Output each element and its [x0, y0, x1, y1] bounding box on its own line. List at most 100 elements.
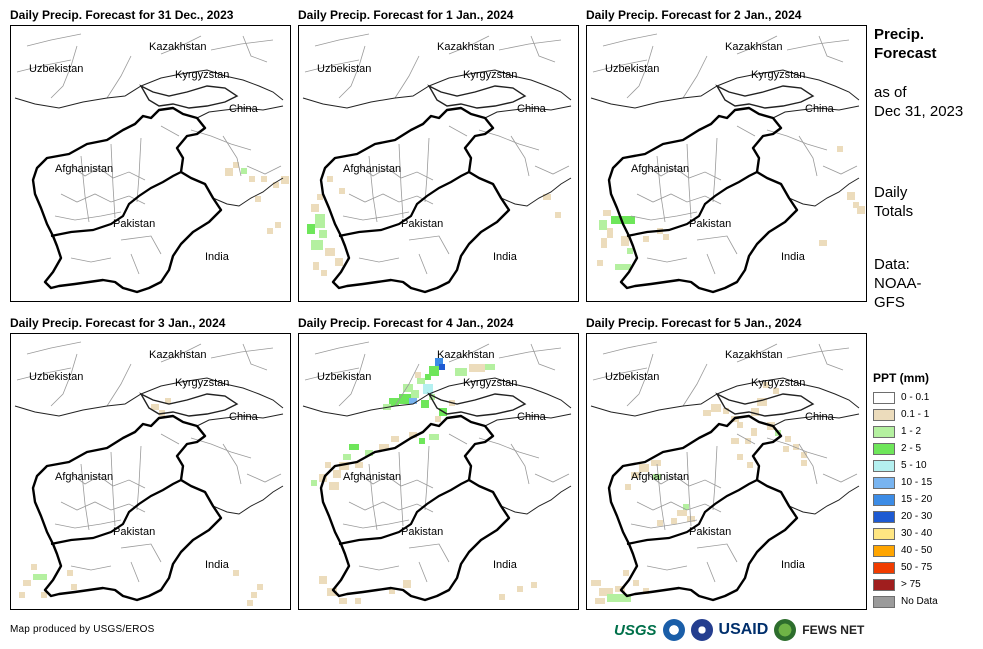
legend-item: No Data [873, 593, 977, 610]
precip-cell [615, 264, 631, 270]
precip-cell [663, 234, 669, 240]
precip-cell [327, 588, 337, 596]
precip-cell [251, 592, 257, 598]
admin-boundary [736, 433, 756, 445]
admin-boundary [818, 35, 844, 63]
afg-pak-border [50, 171, 182, 238]
admin-boundary [818, 343, 844, 371]
precip-cell [41, 592, 47, 598]
admin-boundary [424, 445, 430, 511]
admin-boundary [686, 451, 692, 527]
admin-boundary [190, 437, 252, 459]
legend-label: 50 - 75 [901, 562, 933, 573]
legend-title: PPT (mm) [873, 371, 930, 385]
map-credit: Map produced by USGS/EROS [10, 624, 155, 635]
fews-net-logo: FEWS NET [802, 623, 865, 637]
precip-cell [621, 236, 629, 246]
admin-boundary [534, 165, 570, 175]
precip-cell [307, 224, 315, 234]
admin-boundary [246, 165, 282, 175]
precip-cell [671, 518, 677, 524]
precip-cell [349, 444, 359, 450]
precip-cell [311, 240, 323, 250]
legend-item: 0.1 - 1 [873, 406, 977, 423]
admin-boundary [342, 211, 410, 221]
precip-cell [321, 270, 327, 276]
admin-boundary [630, 211, 698, 221]
precip-cell [623, 570, 629, 576]
precip-cell [33, 574, 47, 580]
precip-cell [429, 394, 435, 400]
admin-boundary [26, 341, 82, 355]
precip-cell [429, 434, 439, 440]
legend-item: 40 - 50 [873, 542, 977, 559]
admin-boundary [50, 353, 78, 407]
precip-cell [757, 398, 767, 406]
map-label-afghanistan: Afghanistan [343, 471, 401, 483]
precip-cell [785, 436, 791, 442]
admin-boundary [736, 343, 778, 363]
admin-boundary [534, 473, 570, 483]
daily-totals: Daily Totals [874, 183, 913, 221]
legend-item: 2 - 5 [873, 440, 977, 457]
precip-cell [403, 580, 411, 588]
precip-cell [435, 358, 443, 366]
admin-boundary [26, 33, 82, 47]
precip-cell [425, 374, 431, 380]
precip-cell [267, 228, 273, 234]
admin-boundary [130, 561, 140, 583]
precip-cell [857, 206, 865, 214]
admin-boundary [222, 443, 242, 485]
admin-boundary [368, 463, 378, 531]
precip-cell [631, 472, 639, 478]
admin-boundary [712, 137, 718, 203]
admin-boundary [418, 253, 428, 275]
usgs-logo: USGS [614, 621, 657, 639]
map-label-kyrgyzstan: Kyrgyzstan [175, 69, 229, 81]
map-label-china: China [805, 103, 835, 115]
legend-label: 40 - 50 [901, 545, 933, 556]
precip-cell [801, 460, 807, 466]
map-label-china: China [229, 411, 259, 423]
admin-boundary [786, 347, 850, 359]
legend-swatch [873, 510, 895, 523]
precip-cell [595, 598, 605, 604]
precip-cell [531, 582, 537, 588]
precip-cell [409, 432, 417, 438]
admin-boundary [686, 143, 692, 219]
admin-boundary [242, 343, 268, 371]
admin-boundary [394, 363, 420, 407]
legend-swatch [873, 578, 895, 591]
admin-boundary [314, 341, 370, 355]
admin-boundary [822, 165, 858, 175]
legend: PPT (mm) 0 - 0.1 0.1 - 1 1 - 2 2 - 5 5 - 10 1… [873, 371, 977, 610]
kyrgyzstan-outline [427, 84, 527, 109]
precip-cell [591, 580, 601, 586]
panel-title: Daily Precip. Forecast for 3 Jan., 2024 [10, 316, 226, 330]
admin-boundary [530, 343, 556, 371]
precip-cell [611, 216, 635, 224]
precip-cell [355, 598, 361, 604]
map-label-uzbekistan: Uzbekistan [29, 371, 83, 383]
precip-cell [339, 188, 345, 194]
precip-cell [313, 262, 319, 270]
legend-swatch [873, 527, 895, 540]
admin-boundary [424, 137, 430, 203]
admin-boundary [368, 155, 378, 223]
legend-item: 15 - 20 [873, 491, 977, 508]
map-label-uzbekistan: Uzbekistan [605, 63, 659, 75]
admin-boundary [222, 135, 242, 177]
map-label-india: India [205, 559, 230, 571]
map-label-uzbekistan: Uzbekistan [605, 371, 659, 383]
precip-cell [399, 394, 411, 404]
precip-cell [19, 592, 25, 598]
map-label-afghanistan: Afghanistan [343, 163, 401, 175]
precip-cell [315, 214, 325, 228]
admin-boundary [448, 433, 468, 445]
noaa-logo-icon [662, 619, 685, 641]
admin-boundary [16, 59, 72, 73]
panel-title: Daily Precip. Forecast for 1 Jan., 2024 [298, 8, 514, 22]
map-label-uzbekistan: Uzbekistan [317, 371, 371, 383]
as-of-date: as of Dec 31, 2023 [874, 83, 963, 121]
legend-item: 10 - 15 [873, 474, 977, 491]
